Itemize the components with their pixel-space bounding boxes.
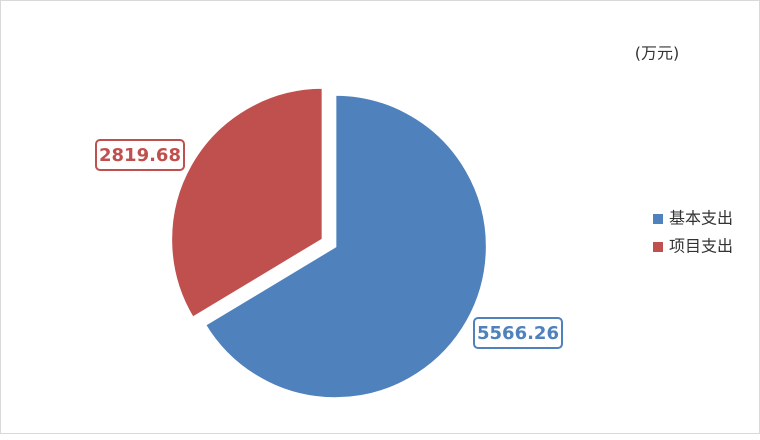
unit-label: (万元) bbox=[635, 44, 680, 63]
pie-slice bbox=[203, 93, 489, 400]
pie-slice bbox=[169, 86, 325, 320]
legend-label: 基本支出 bbox=[669, 209, 733, 228]
legend-swatch bbox=[653, 242, 663, 252]
legend-swatch bbox=[653, 214, 663, 224]
data-label: 5566.26 bbox=[477, 323, 559, 344]
legend-label: 项目支出 bbox=[669, 237, 733, 256]
data-label-box bbox=[473, 317, 563, 349]
data-label: 2819.68 bbox=[99, 145, 181, 166]
data-label-box bbox=[95, 139, 185, 171]
